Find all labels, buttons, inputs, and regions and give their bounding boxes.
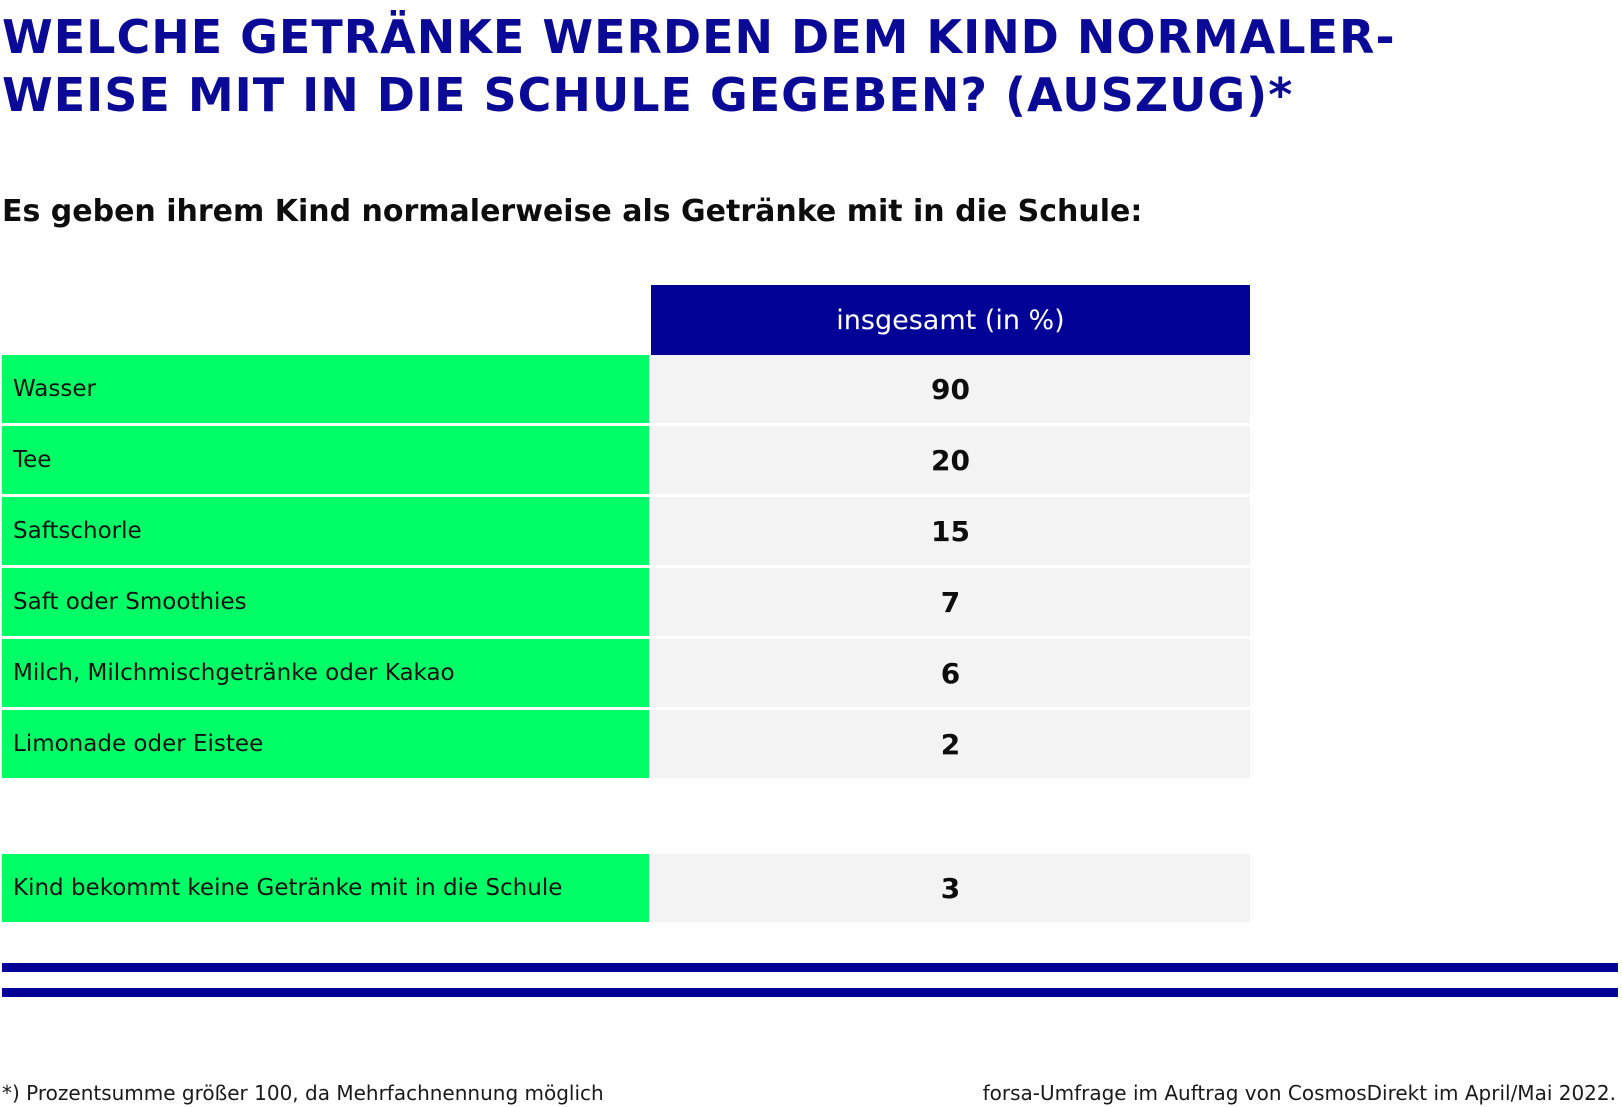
chart-title: WELCHE GETRÄNKE WERDEN DEM KIND NORMALER… xyxy=(2,10,1396,122)
row-value: 7 xyxy=(651,568,1250,636)
row-label: Saftschorle xyxy=(2,497,649,565)
table-row: Limonade oder Eistee 2 xyxy=(2,710,1250,781)
row-value: 2 xyxy=(651,710,1250,778)
source-note: forsa-Umfrage im Auftrag von CosmosDirek… xyxy=(982,1081,1616,1105)
table-row-extra: Kind bekommt keine Getränke mit in die S… xyxy=(2,854,1250,925)
table-row: Tee 20 xyxy=(2,426,1250,497)
divider-line-top xyxy=(2,963,1618,972)
row-label: Wasser xyxy=(2,355,649,423)
row-value: 20 xyxy=(651,426,1250,494)
divider-line-bottom xyxy=(2,988,1618,997)
table-header-row: insgesamt (in %) xyxy=(2,285,1250,355)
row-value: 3 xyxy=(651,854,1250,922)
row-label: Saft oder Smoothies xyxy=(2,568,649,636)
row-label: Kind bekommt keine Getränke mit in die S… xyxy=(2,854,649,922)
row-value: 15 xyxy=(651,497,1250,565)
chart-subtitle: Es geben ihrem Kind normalerweise als Ge… xyxy=(2,194,1143,229)
row-label: Limonade oder Eistee xyxy=(2,710,649,778)
column-header: insgesamt (in %) xyxy=(651,285,1250,355)
row-value: 6 xyxy=(651,639,1250,707)
row-label: Tee xyxy=(2,426,649,494)
table-row: Saftschorle 15 xyxy=(2,497,1250,568)
table-row: Wasser 90 xyxy=(2,355,1250,426)
data-table: insgesamt (in %) Wasser 90 Tee 20 Saftsc… xyxy=(2,285,1250,925)
row-value: 90 xyxy=(651,355,1250,423)
footnote: *) Prozentsumme größer 100, da Mehrfachn… xyxy=(2,1081,604,1105)
table-row: Saft oder Smoothies 7 xyxy=(2,568,1250,639)
row-spacer xyxy=(2,781,1250,854)
row-label: Milch, Milchmischgetränke oder Kakao xyxy=(2,639,649,707)
table-row: Milch, Milchmischgetränke oder Kakao 6 xyxy=(2,639,1250,710)
